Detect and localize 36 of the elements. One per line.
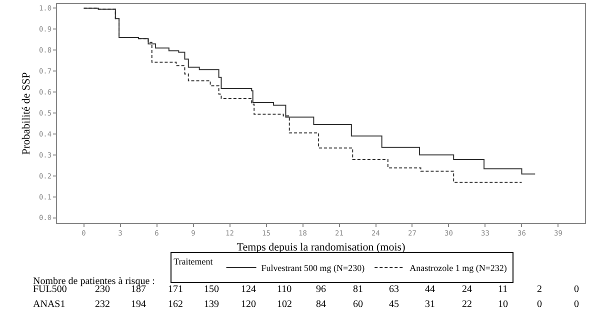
legend-label: Anastrozole 1 mg (N=232) bbox=[410, 263, 507, 274]
text: 11 bbox=[498, 284, 508, 295]
text: 102 bbox=[277, 299, 292, 310]
text: 187 bbox=[131, 284, 146, 295]
text: 2 bbox=[537, 284, 542, 295]
y-axis-title: Probabilité de SSP bbox=[20, 72, 33, 155]
text: 162 bbox=[168, 299, 183, 310]
text: 96 bbox=[316, 284, 326, 295]
text: Nombre de patientes à risque : bbox=[33, 276, 155, 287]
text: 110 bbox=[277, 284, 292, 295]
text: 0 bbox=[574, 284, 579, 295]
text: 150 bbox=[204, 284, 219, 295]
text: ANAS1 bbox=[33, 299, 66, 310]
text: 230 bbox=[95, 284, 110, 295]
text: 0 bbox=[537, 299, 542, 310]
text: 31 bbox=[425, 299, 435, 310]
text: 0 bbox=[574, 299, 579, 310]
text: 124 bbox=[241, 284, 256, 295]
legend-title: Traitement bbox=[174, 256, 214, 267]
text: 84 bbox=[316, 299, 326, 310]
text: 81 bbox=[353, 284, 363, 295]
x-axis-title: Temps depuis la randomisation (mois) bbox=[236, 242, 406, 254]
text: 45 bbox=[389, 299, 399, 310]
text: 194 bbox=[131, 299, 146, 310]
text: 22 bbox=[462, 299, 472, 310]
text: 24 bbox=[462, 284, 472, 295]
text: FUL500 bbox=[33, 284, 67, 295]
text: 171 bbox=[168, 284, 183, 295]
text: 10 bbox=[498, 299, 508, 310]
text: 63 bbox=[389, 284, 399, 295]
text: 139 bbox=[204, 299, 219, 310]
text: 120 bbox=[241, 299, 256, 310]
legend-label: Fulvestrant 500 mg (N=230) bbox=[261, 263, 365, 274]
text: 232 bbox=[95, 299, 110, 310]
text: 44 bbox=[425, 284, 435, 295]
text: 60 bbox=[353, 299, 363, 310]
